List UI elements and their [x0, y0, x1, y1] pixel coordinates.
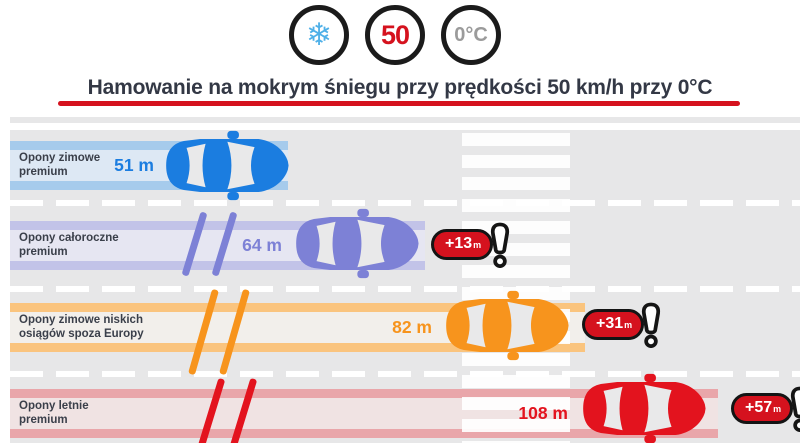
tire-label-summer: Opony letnie premium	[19, 389, 174, 438]
tire-label-line: premium	[19, 413, 68, 426]
extra-distance-badge: +57 m	[731, 385, 800, 432]
car-icon-all-season	[288, 208, 424, 279]
lane-divider	[10, 286, 800, 292]
extra-distance-pill: +13 m	[431, 229, 494, 260]
page-title: Hamowanie na mokrym śniegu przy prędkośc…	[87, 76, 713, 99]
tire-label-line: premium	[19, 165, 68, 178]
distance-value: 108 m	[518, 403, 568, 423]
extra-distance-badge: +13 m	[431, 221, 514, 268]
car-icon-winter-premium	[158, 130, 294, 201]
snowflake-icon: ❄	[306, 16, 332, 53]
car-icon-summer	[575, 373, 711, 443]
speed-limit-sign: 50	[365, 5, 425, 65]
extra-distance-unit: m	[473, 240, 482, 250]
distance-value: 64 m	[242, 235, 282, 255]
tire-label-budget-winter: Opony zimowe niskich osiągów spoza Europ…	[19, 303, 174, 352]
exclamation-icon	[637, 301, 665, 348]
extra-distance-text: +31	[596, 315, 624, 332]
tire-label-line: Opony zimowe	[19, 151, 101, 164]
extra-distance-unit: m	[624, 320, 633, 330]
extra-distance-text: +57	[745, 399, 773, 416]
tire-label-line: Opony całoroczne	[19, 231, 119, 244]
exclamation-icon	[486, 221, 514, 268]
road-edge-line	[10, 123, 800, 130]
distance-value: 82 m	[392, 317, 432, 337]
tire-label-line: Opony zimowe niskich	[19, 313, 143, 326]
tire-label-all-season: Opony całoroczne premium	[19, 221, 174, 270]
extra-distance-text: +13	[445, 235, 473, 252]
extra-distance-unit: m	[773, 404, 782, 414]
tire-label-line: Opony letnie	[19, 399, 89, 412]
snow-condition-sign: ❄	[289, 5, 349, 65]
temperature-sign: 0°C	[441, 5, 501, 65]
tire-label-winter-premium: Opony zimowe premium	[19, 141, 174, 190]
extra-distance-pill: +31 m	[582, 309, 645, 340]
exclamation-icon	[786, 385, 800, 432]
title-underline	[58, 101, 740, 106]
extra-distance-badge: +31 m	[582, 301, 665, 348]
tire-label-line: premium	[19, 245, 68, 258]
speed-value: 50	[380, 19, 410, 50]
pedestrian-crossing	[462, 133, 570, 443]
lane-divider	[10, 200, 800, 206]
tire-label-line: osiągów spoza Europy	[19, 327, 144, 340]
extra-distance-pill: +57 m	[731, 393, 794, 424]
temperature-value: 0°C	[454, 23, 488, 46]
car-icon-budget-winter	[438, 290, 574, 361]
road: Opony zimowe premium Opony całoroczne pr…	[10, 117, 800, 443]
lane-divider	[10, 371, 800, 377]
distance-value: 51 m	[114, 155, 154, 175]
